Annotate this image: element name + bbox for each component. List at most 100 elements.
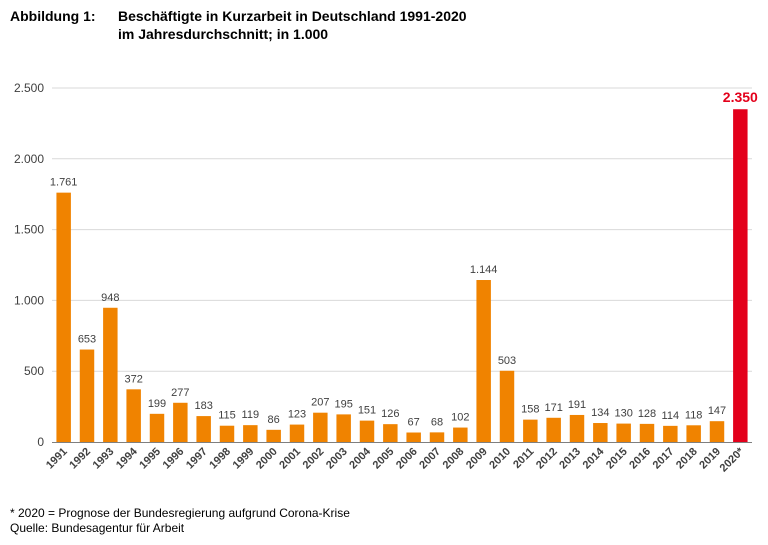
data-label: 102 xyxy=(451,412,469,424)
data-label: 503 xyxy=(498,355,516,367)
bar xyxy=(56,192,71,442)
bar xyxy=(569,414,585,442)
data-label: 128 xyxy=(638,408,656,420)
bar xyxy=(79,349,95,442)
bar xyxy=(289,424,305,442)
data-label: 1.761 xyxy=(50,177,78,189)
y-tick-label: 2.500 xyxy=(14,81,44,95)
bar xyxy=(593,423,608,442)
x-tick-label: 2003 xyxy=(324,446,350,472)
data-label: 653 xyxy=(78,334,96,346)
bar xyxy=(616,423,631,442)
y-axis-ticks: 0 500 1.000 1.500 2.000 2.500 xyxy=(14,81,44,449)
data-label: 207 xyxy=(311,397,329,409)
chart-title: Beschäftigte in Kurzarbeit in Deutschlan… xyxy=(118,8,467,24)
data-label: 199 xyxy=(148,398,166,410)
x-tick-label: 2001 xyxy=(277,446,303,472)
x-tick-label: 2014 xyxy=(581,445,607,471)
x-tick-label: 1996 xyxy=(161,446,187,472)
x-tick-label: 2008 xyxy=(441,446,467,472)
x-tick-label: 2011 xyxy=(511,446,536,471)
data-label: 115 xyxy=(218,410,236,422)
x-tick-label: 2015 xyxy=(604,446,630,472)
bar xyxy=(686,425,701,442)
x-tick-label: 2009 xyxy=(464,446,490,472)
x-tick-label: 2000 xyxy=(254,446,280,472)
bar xyxy=(336,414,351,442)
data-labels: 1.761 653 948 372 199 277 183 115 119 86 123 207 195… xyxy=(50,89,758,428)
x-tick-label: 2010 xyxy=(487,446,513,472)
x-tick-label: 2013 xyxy=(557,446,583,472)
bar xyxy=(313,412,328,442)
data-label: 68 xyxy=(431,416,443,428)
data-label: 171 xyxy=(544,402,562,414)
data-label: 158 xyxy=(521,404,539,416)
x-tick-label: 1999 xyxy=(231,446,257,472)
data-label: 123 xyxy=(288,409,306,421)
x-tick-label: 2020* xyxy=(718,445,747,474)
x-tick-label: 1995 xyxy=(137,446,163,472)
data-label: 191 xyxy=(568,399,586,411)
y-tick-label: 0 xyxy=(37,435,44,449)
bar xyxy=(546,417,561,442)
bar xyxy=(709,421,725,442)
bar xyxy=(406,432,421,442)
x-tick-label: 2012 xyxy=(534,446,560,472)
data-label: 126 xyxy=(381,408,399,420)
x-axis-ticks: 1991199219931994199519961997199819992000… xyxy=(44,445,747,474)
bar xyxy=(383,424,398,442)
bar xyxy=(103,307,118,442)
footnote-forecast: * 2020 = Prognose der Bundesregierung au… xyxy=(10,506,350,520)
chart-subtitle: im Jahresdurchschnitt; in 1.000 xyxy=(118,26,329,42)
data-label: 1.144 xyxy=(470,264,498,276)
bar xyxy=(173,402,188,442)
data-label: 130 xyxy=(614,408,632,420)
x-tick-label: 1994 xyxy=(114,445,140,471)
bar xyxy=(639,423,655,442)
x-tick-label: 1998 xyxy=(207,446,233,472)
bar xyxy=(429,432,445,442)
y-tick-label: 2.000 xyxy=(14,152,44,166)
y-tick-label: 1.000 xyxy=(14,293,44,307)
bar xyxy=(663,425,678,442)
figure-label: Abbildung 1: xyxy=(10,8,96,24)
x-tick-label: 1997 xyxy=(184,446,210,472)
data-label: 86 xyxy=(268,414,280,426)
data-label: 114 xyxy=(662,410,680,422)
data-label: 277 xyxy=(171,387,189,399)
x-tick-label: 2017 xyxy=(651,446,677,472)
bar xyxy=(126,389,141,442)
y-tick-label: 500 xyxy=(24,364,44,378)
x-tick-label: 1991 xyxy=(44,446,70,472)
bar xyxy=(453,427,468,442)
data-label: 119 xyxy=(242,409,260,421)
data-label: 118 xyxy=(685,409,703,421)
x-tick-label: 1993 xyxy=(91,446,117,472)
x-tick-label: 2004 xyxy=(347,445,373,471)
data-label: 147 xyxy=(708,405,726,417)
bar xyxy=(359,420,375,442)
bar xyxy=(476,280,491,442)
x-tick-label: 2018 xyxy=(674,446,700,472)
data-label: 183 xyxy=(194,400,212,412)
bar xyxy=(219,425,235,442)
y-tick-label: 1.500 xyxy=(14,223,44,237)
bar xyxy=(266,429,281,442)
data-label: 948 xyxy=(101,292,119,304)
x-tick-label: 1992 xyxy=(67,446,93,472)
bar xyxy=(733,109,748,443)
footnote-source: Quelle: Bundesagentur für Arbeit xyxy=(10,521,185,535)
data-label: 372 xyxy=(124,373,142,385)
bar xyxy=(523,419,538,442)
data-label: 67 xyxy=(408,417,420,429)
bar xyxy=(196,416,211,442)
data-label: 2.350 xyxy=(723,89,758,105)
x-tick-label: 2016 xyxy=(627,446,653,472)
bar xyxy=(243,425,258,442)
bar xyxy=(499,370,515,442)
x-tick-label: 2002 xyxy=(301,446,327,472)
data-label: 195 xyxy=(334,398,352,410)
gridlines xyxy=(52,87,752,372)
data-label: 134 xyxy=(591,407,609,419)
